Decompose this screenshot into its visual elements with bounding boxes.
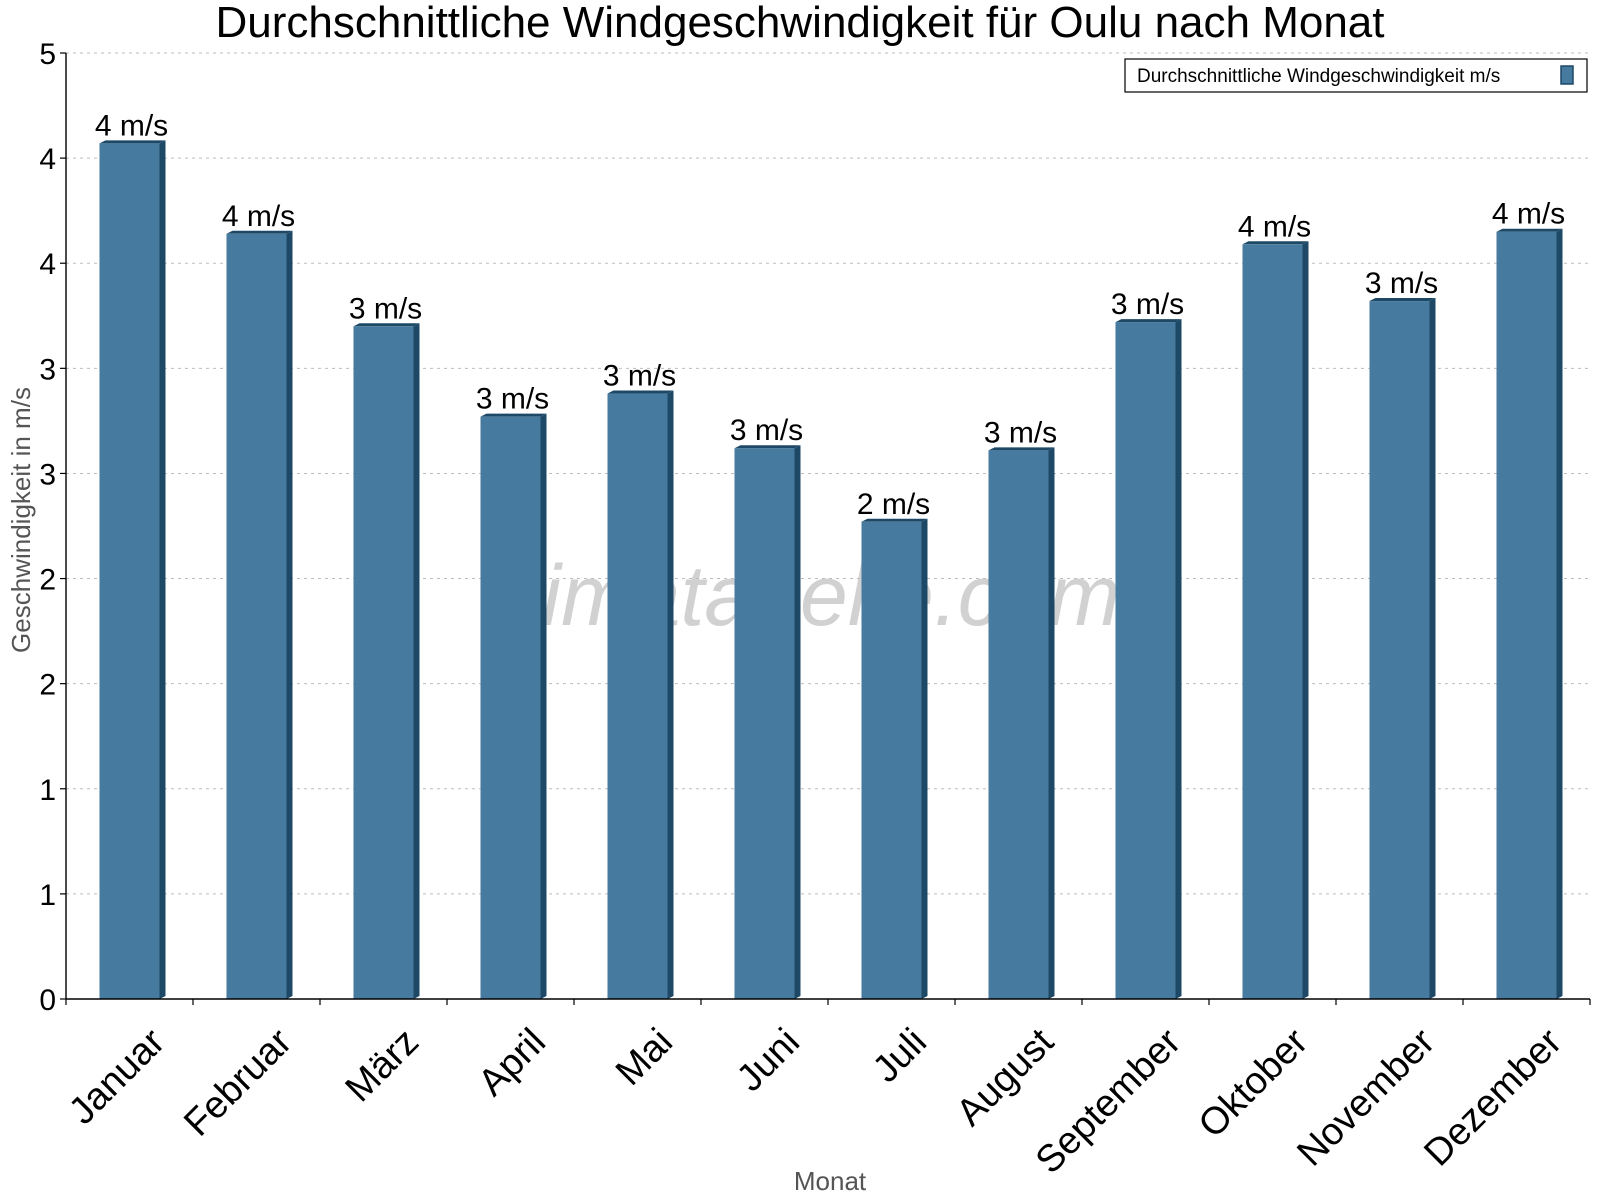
bar-value-label: 3 m/s xyxy=(984,416,1057,449)
bar-value-label: 3 m/s xyxy=(476,383,549,416)
bar-top xyxy=(1242,241,1309,245)
bar xyxy=(353,323,420,999)
bar-front xyxy=(607,393,668,999)
bars xyxy=(99,140,1563,999)
bar-front xyxy=(1115,322,1176,999)
bar-front xyxy=(861,521,922,999)
bar-value-label: 4 m/s xyxy=(95,109,168,142)
bar-top xyxy=(1496,228,1563,232)
x-tick-label: April xyxy=(471,1021,554,1104)
legend: Durchschnittliche Windgeschwindigkeit m/… xyxy=(1124,58,1588,93)
bar xyxy=(226,230,293,999)
bar xyxy=(1242,241,1309,999)
bar-front xyxy=(480,416,541,999)
bar-front xyxy=(353,326,414,999)
grid-lines xyxy=(66,52,1590,895)
bar-front xyxy=(99,143,160,999)
bar-side xyxy=(1556,228,1563,999)
bar xyxy=(607,390,674,999)
legend-swatch xyxy=(1560,65,1574,85)
bar-front xyxy=(734,448,795,999)
bar-top xyxy=(861,518,928,522)
bar-side xyxy=(159,140,166,999)
legend-entry-label: Durchschnittliche Windgeschwindigkeit m/… xyxy=(1137,66,1500,87)
bar-top xyxy=(607,390,674,394)
bar-front xyxy=(988,450,1049,999)
bar xyxy=(1115,319,1182,999)
y-tick-label: 4 xyxy=(39,248,56,281)
bar-front xyxy=(1496,231,1557,999)
x-tick-label: November xyxy=(1289,1021,1443,1175)
bar-top xyxy=(1369,298,1436,302)
bar-side xyxy=(1302,241,1309,999)
x-axis-label: Monat xyxy=(794,1166,867,1196)
bar-side xyxy=(794,445,801,999)
bar-side xyxy=(413,323,420,999)
bar-value-label: 2 m/s xyxy=(857,488,930,521)
x-tick-label: Juli xyxy=(865,1021,935,1091)
x-tick-label: August xyxy=(949,1021,1063,1135)
bar-top xyxy=(734,445,801,449)
y-tick-label: 3 xyxy=(39,353,56,386)
x-tick-label: Oktober xyxy=(1191,1021,1317,1147)
y-tick-label: 4 xyxy=(39,143,56,176)
x-tick-label: Januar xyxy=(61,1021,173,1133)
bar xyxy=(480,413,547,999)
bar-top xyxy=(988,447,1055,451)
bar-top xyxy=(226,230,293,234)
bar-side xyxy=(1048,447,1055,999)
chart-title: Durchschnittliche Windgeschwindigkeit fü… xyxy=(215,0,1384,47)
x-tick-label: Dezember xyxy=(1416,1021,1570,1175)
bar-value-label: 3 m/s xyxy=(1111,288,1184,321)
bar-top xyxy=(99,140,166,144)
bar-side xyxy=(1429,298,1436,999)
bar xyxy=(734,445,801,999)
bar-value-label: 4 m/s xyxy=(222,200,295,233)
bar-side xyxy=(286,230,293,999)
y-tick-label: 2 xyxy=(39,564,56,597)
bar-top xyxy=(1115,319,1182,323)
x-tick-label: Mai xyxy=(608,1021,681,1094)
bar-value-label: 3 m/s xyxy=(349,292,422,325)
bar xyxy=(99,140,166,999)
bar-front xyxy=(1369,301,1430,999)
y-tick-label: 1 xyxy=(39,879,56,912)
y-tick-label: 0 xyxy=(39,984,56,1017)
bar xyxy=(1369,298,1436,999)
bar-value-label: 4 m/s xyxy=(1492,198,1565,231)
y-tick-label: 5 xyxy=(39,38,56,71)
bar-front xyxy=(1242,244,1303,999)
bar xyxy=(988,447,1055,999)
bar-top xyxy=(480,413,547,417)
data-labels: 4 m/s 4 m/s 3 m/s 3 m/s 3 m/s 3 m/s 2 m/s 3 m/s… xyxy=(95,109,1565,520)
x-tick-label: März xyxy=(338,1021,427,1110)
x-tick-label: Juni xyxy=(729,1021,808,1100)
bar-side xyxy=(540,413,547,999)
legend-box xyxy=(1124,58,1588,93)
bar xyxy=(861,518,928,999)
y-tick-label: 1 xyxy=(39,774,56,807)
y-tick-label: 3 xyxy=(39,458,56,491)
y-tick-label: 2 xyxy=(39,669,56,702)
bar-value-label: 3 m/s xyxy=(730,414,803,447)
y-axis-label: Geschwindigkeit in m/s xyxy=(6,387,36,653)
bar-side xyxy=(1175,319,1182,999)
bar-value-label: 3 m/s xyxy=(603,360,676,393)
bar-front xyxy=(226,233,287,999)
bar-value-label: 3 m/s xyxy=(1365,267,1438,300)
x-tick-label: Februar xyxy=(176,1021,300,1145)
bar xyxy=(1496,228,1563,999)
bar-value-label: 4 m/s xyxy=(1238,210,1311,243)
bar-side xyxy=(921,518,928,999)
bar-top xyxy=(353,323,420,327)
bar-side xyxy=(667,390,674,999)
